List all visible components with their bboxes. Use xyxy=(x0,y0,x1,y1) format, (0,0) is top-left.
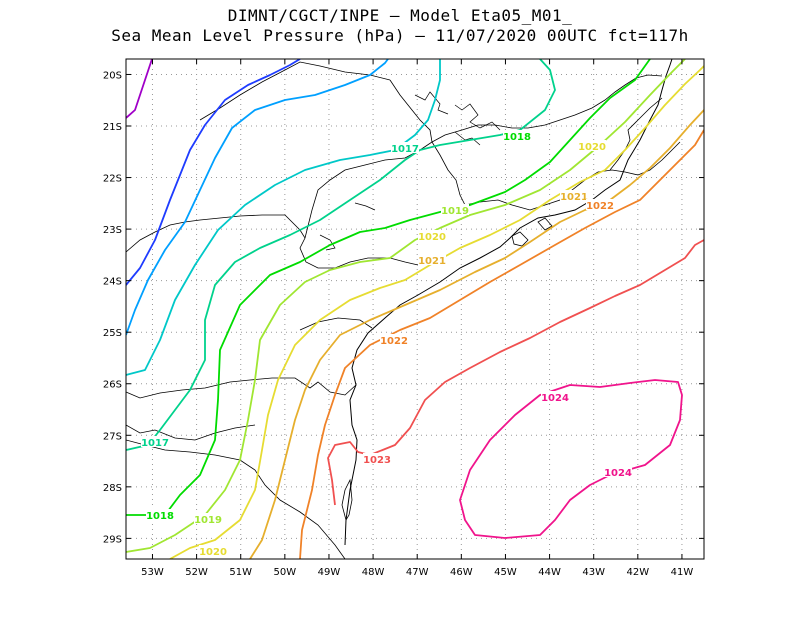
contour-label-1024: 1024 xyxy=(541,393,569,404)
lat-tick-label: 27S xyxy=(103,431,122,442)
lat-tick-label: 21S xyxy=(103,122,122,133)
lat-tick-label: 29S xyxy=(103,534,122,545)
lat-lon-grid xyxy=(126,59,704,559)
contour-label-1018: 1018 xyxy=(503,132,531,143)
lon-tick-label: 42W xyxy=(627,567,650,578)
axis-ticks: 53W 52W 51W 50W 49W 48W 47W 46W 45W 44W 43W 42W 41W 2… xyxy=(103,59,704,578)
map-title-line2: Sea Mean Level Pressure (hPa) – 11/07/20… xyxy=(111,26,689,45)
contour-label-1022: 1022 xyxy=(380,336,408,347)
contour-label-bg xyxy=(578,140,606,151)
isobar-1017 xyxy=(126,59,556,451)
lon-tick-label: 43W xyxy=(582,567,605,578)
isobar-1024 xyxy=(459,379,683,539)
contour-label-1020: 1020 xyxy=(418,232,446,243)
lon-tick-label: 47W xyxy=(406,567,429,578)
isobar-1016 xyxy=(126,59,441,376)
lon-tick-label: 48W xyxy=(362,567,385,578)
lon-tick-label: 46W xyxy=(450,567,473,578)
contour-label-bg xyxy=(380,334,408,345)
lon-tick-label: 41W xyxy=(671,567,694,578)
contour-label-1020: 1020 xyxy=(578,142,606,153)
contour-label-bg xyxy=(194,513,222,524)
contour-label-1021: 1021 xyxy=(418,256,446,267)
isobar-1018 xyxy=(126,59,651,516)
isobar-1022 xyxy=(299,129,704,559)
contour-label-bg xyxy=(363,453,391,464)
contour-label-bg xyxy=(146,509,174,520)
contour-label-1017: 1017 xyxy=(391,144,419,155)
lat-tick-label: 22S xyxy=(103,174,122,185)
pressure-contours xyxy=(126,59,704,559)
contour-label-1024: 1024 xyxy=(604,468,632,479)
lat-tick-label: 20S xyxy=(103,70,122,81)
contour-label-bg xyxy=(391,142,419,153)
contour-label-1017: 1017 xyxy=(141,438,169,449)
contour-label-1018: 1018 xyxy=(146,511,174,522)
contour-label-bg xyxy=(586,199,614,210)
lat-tick-label: 26S xyxy=(103,380,122,391)
lon-tick-label: 52W xyxy=(185,567,208,578)
contour-labels: 1017 1017 1018 1018 1019 1019 1020 1020 1020 1021… xyxy=(141,130,632,558)
map-title-line1: DIMNT/CGCT/INPE – Model Eta05_M01_ xyxy=(227,6,573,25)
lon-tick-label: 51W xyxy=(229,567,252,578)
coastline-and-borders xyxy=(126,59,681,559)
contour-label-bg xyxy=(503,130,531,141)
lon-tick-label: 44W xyxy=(538,567,561,578)
contour-label-bg xyxy=(604,466,632,477)
isobar-1021 xyxy=(249,109,704,559)
contour-label-1021: 1021 xyxy=(560,192,588,203)
contour-label-1019: 1019 xyxy=(441,206,469,217)
contour-label-1020: 1020 xyxy=(199,547,227,558)
contour-label-bg xyxy=(141,436,169,447)
isobar-1011 xyxy=(126,59,153,119)
contour-label-bg xyxy=(541,391,569,402)
contour-label-bg xyxy=(418,230,446,241)
lon-tick-label: 50W xyxy=(274,567,297,578)
contour-label-1019: 1019 xyxy=(194,515,222,526)
lat-tick-label: 24S xyxy=(103,277,122,288)
contour-label-bg xyxy=(441,204,469,215)
contour-label-bg xyxy=(418,254,446,265)
isobar-1015 xyxy=(126,59,389,336)
isobar-1020 xyxy=(169,65,704,559)
contour-label-bg xyxy=(199,545,227,556)
lon-tick-label: 53W xyxy=(141,567,164,578)
lat-tick-label: 28S xyxy=(103,483,122,494)
isobar-1013 xyxy=(126,59,301,286)
isobar-1023 xyxy=(327,239,704,506)
contour-label-1022: 1022 xyxy=(586,201,614,212)
contour-label-1023: 1023 xyxy=(363,455,391,466)
lat-tick-label: 25S xyxy=(103,328,122,339)
lon-tick-label: 45W xyxy=(494,567,517,578)
lat-tick-label: 23S xyxy=(103,225,122,236)
map-frame xyxy=(125,58,705,560)
contour-label-bg xyxy=(560,190,588,201)
lon-tick-label: 49W xyxy=(318,567,341,578)
